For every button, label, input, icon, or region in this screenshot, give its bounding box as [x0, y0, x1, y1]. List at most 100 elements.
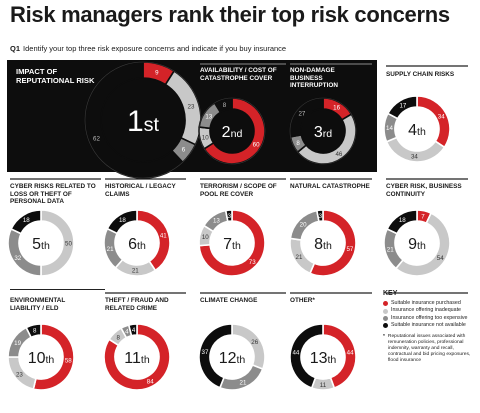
donut-value-label: 58: [65, 358, 72, 365]
donut-segment-suitable: [416, 95, 451, 149]
donut-value-label: 44: [347, 350, 354, 357]
rank-label: 6th: [128, 236, 146, 253]
donut-value-label: 21: [107, 246, 114, 253]
donut-segment-unavailable: [127, 323, 138, 337]
legend-title: KEY: [383, 290, 398, 297]
donut-segment-unavailable: [10, 209, 42, 235]
rank-label: 9th: [408, 236, 426, 253]
donut-value-label: 19: [14, 340, 21, 347]
legend-label-expensive: Insurance offering too expensive: [391, 314, 468, 321]
donut-value-label: 54: [437, 255, 444, 262]
chart-label-11: THEFT / FRAUD AND RELATED CRIME: [105, 297, 169, 312]
donut-value-label: 4: [132, 327, 136, 334]
donut-value-label: 7: [421, 214, 425, 221]
donut-segment-unavailable: [386, 95, 418, 120]
donut-value-label: 13: [213, 218, 220, 225]
donut-segment-suitable: [32, 323, 75, 391]
donut-value-label: 13: [205, 114, 212, 121]
donut-segment-suitable: [103, 323, 171, 391]
donut-segment-unavailable: [25, 323, 42, 339]
donut-value-label: 21: [240, 380, 247, 387]
legend-item-suitable: Suitable insurance purchased: [383, 300, 475, 307]
rank-label: 12th: [219, 350, 246, 367]
rank-label: 7th: [223, 236, 241, 253]
donut-value-label: 18: [399, 217, 406, 224]
donut-value-label: 3: [228, 213, 232, 220]
donut-value-label: 27: [298, 111, 305, 118]
page-title: Risk managers rank their top risk concer…: [10, 2, 450, 27]
donut-value-label: 50: [65, 240, 72, 247]
chart-label-8: NATURAL CATASTROPHE: [290, 183, 370, 190]
donut-segment-suitable: [198, 209, 266, 277]
chart-label-2: AVAILABILITY / COST OF CATASTROPHE COVER: [200, 67, 277, 82]
donut-value-label: 18: [23, 217, 30, 224]
donut-value-label: 9: [155, 69, 159, 76]
chart-label-4: SUPPLY CHAIN RISKS: [386, 71, 455, 78]
legend: KEY Suitable insurance purchased Insuran…: [383, 290, 475, 364]
chart-label-3: NON-DAMAGE BUSINESS INTERRUPTION: [290, 67, 338, 90]
donut-value-label: 4: [125, 329, 129, 336]
chart-label-10: ENVIRONMENTAL LIABILITY / ELD: [10, 297, 66, 312]
donut-segment-unavailable: [386, 209, 418, 235]
donut-value-label: 10: [202, 234, 209, 241]
donut-segment-suitable: [308, 209, 357, 277]
footnote-text: Reputational issues associated with remu…: [387, 333, 471, 363]
donut-segment-inadequate: [164, 69, 202, 146]
donut-value-label: 16: [333, 104, 340, 111]
rank-label: 5th: [32, 236, 50, 253]
legend-label-unavailable: Suitable insurance not available: [391, 322, 466, 329]
donut-value-label: 34: [411, 154, 418, 161]
legend-label-suitable: Suitable insurance purchased: [391, 300, 461, 306]
rank-label: 4th: [408, 122, 426, 139]
donut-value-label: 17: [399, 103, 406, 110]
chart-label-13: OTHER*: [290, 297, 315, 304]
rank-label: 3rd: [314, 124, 332, 141]
donut-segment-unavailable: [198, 323, 233, 389]
rank-label: 8th: [314, 236, 332, 253]
donut-value-label: 34: [438, 113, 445, 120]
donut-value-label: 44: [292, 350, 299, 357]
legend-swatch-expensive: [383, 316, 388, 322]
donut-value-label: 46: [335, 151, 342, 158]
donut-outline: [289, 97, 357, 165]
chart-label-7: TERRORISM / SCOPE OF POOL RE COVER: [200, 183, 277, 198]
question-line: Q1 Identify your top three risk exposure …: [10, 44, 286, 53]
donut-segment-unavailable: [106, 209, 138, 235]
rank-label: 11th: [124, 350, 150, 367]
donut-segment-unavailable: [315, 209, 324, 223]
rank-label: 2nd: [222, 124, 243, 141]
donut-value-label: 8: [116, 334, 120, 341]
donut-segment-unavailable: [224, 209, 233, 223]
donut-value-label: 23: [188, 103, 195, 110]
donut-value-label: 8: [223, 102, 227, 109]
divider: [10, 289, 105, 290]
donut-value-label: 8: [33, 328, 37, 335]
donut-value-label: 62: [93, 136, 100, 143]
legend-swatch-unavailable: [383, 323, 388, 329]
donut-value-label: 21: [387, 246, 394, 253]
question-number: Q1: [10, 44, 21, 53]
donut-value-label: 57: [346, 246, 353, 253]
chart-label-9: CYBER RISK, BUSINESS CONTINUITY: [386, 183, 462, 198]
donut-value-label: 37: [202, 349, 209, 356]
donut-value-label: 3: [319, 213, 323, 220]
donut-value-label: 20: [300, 221, 307, 228]
legend-swatch-inadequate: [383, 308, 388, 314]
donut-outline: [198, 97, 266, 165]
donut-value-label: 60: [253, 142, 260, 149]
legend-item-unavailable: Suitable insurance not available: [383, 322, 475, 329]
rank-label: 10th: [28, 350, 55, 367]
donut-value-label: 23: [16, 371, 23, 378]
donut-value-label: 10: [202, 134, 209, 141]
donut-value-label: 8: [296, 140, 300, 147]
donut-value-label: 26: [251, 339, 258, 346]
chart-label-12: CLIMATE CHANGE: [200, 297, 258, 304]
chart-label-5: CYBER RISKS RELATED TO LOSS OR THEFT OF …: [10, 183, 96, 206]
donut-value-label: 84: [147, 378, 154, 385]
donut-value-label: 6: [182, 147, 186, 154]
rank-label: 13th: [310, 350, 337, 367]
legend-item-expensive: Insurance offering too expensive: [383, 315, 475, 322]
donut-value-label: 73: [249, 259, 256, 266]
donut-value-label: 41: [160, 232, 167, 239]
chart-label-1: IMPACT OF REPUTATIONAL RISK: [16, 67, 95, 85]
